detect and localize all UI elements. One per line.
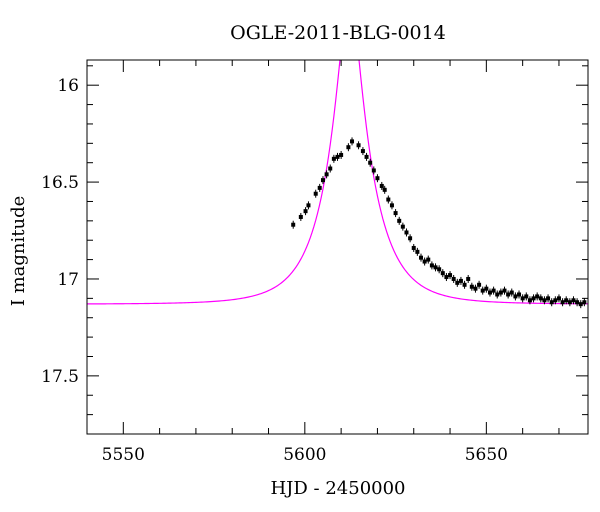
data-point (433, 265, 438, 270)
data-point (364, 154, 369, 159)
data-point (556, 296, 561, 301)
data-point (339, 152, 344, 157)
data-point (462, 282, 467, 287)
data-point (328, 166, 333, 171)
data-point (535, 294, 540, 299)
data-point (564, 298, 569, 303)
x-tick-label: 5650 (465, 445, 508, 465)
data-point (466, 276, 471, 281)
data-point (477, 282, 482, 287)
data-point (448, 273, 453, 278)
data-point (324, 172, 329, 177)
data-point (495, 292, 500, 297)
data-point (578, 302, 583, 307)
data-point (331, 156, 336, 161)
data-point (491, 288, 496, 293)
data-point (298, 214, 303, 219)
data-point (513, 294, 518, 299)
data-point (400, 224, 405, 229)
model-curve (87, 60, 588, 305)
data-point (484, 286, 489, 291)
data-point (455, 280, 460, 285)
data-point (440, 271, 445, 276)
data-point (437, 267, 442, 272)
data-point (360, 149, 365, 154)
chart-title: OGLE-2011-BLG-0014 (230, 22, 446, 44)
data-point (498, 290, 503, 295)
data-point (422, 259, 427, 264)
data-point (549, 300, 554, 305)
data-point (368, 160, 373, 165)
data-point (451, 276, 456, 281)
data-point (389, 203, 394, 208)
data-point (517, 292, 522, 297)
y-tick-label: 17.5 (41, 367, 79, 387)
data-point (571, 298, 576, 303)
data-point (303, 209, 308, 214)
data-point (306, 203, 311, 208)
data-point (575, 300, 580, 305)
data-point (520, 296, 525, 301)
data-point (567, 300, 572, 305)
y-tick-label: 16 (57, 76, 79, 96)
data-point (379, 183, 384, 188)
data-point (469, 284, 474, 289)
data-point (444, 275, 449, 280)
data-point (356, 143, 361, 148)
data-point (419, 255, 423, 260)
data-point (524, 294, 529, 299)
data-point (487, 290, 492, 295)
data-point (386, 197, 391, 202)
data-point (582, 300, 587, 305)
data-point (382, 187, 387, 192)
data-point (542, 298, 547, 303)
data-point (397, 218, 402, 223)
plot-frame (86, 59, 589, 435)
data-point (538, 296, 543, 301)
data-point (458, 278, 463, 283)
y-tick-label: 17 (57, 270, 79, 290)
data-point (375, 176, 380, 181)
data-point (320, 178, 325, 183)
data-point (408, 236, 413, 241)
data-point (531, 296, 536, 301)
data-point (429, 263, 434, 268)
data-point (313, 191, 318, 196)
data-point (371, 168, 376, 173)
data-point (553, 298, 558, 303)
data-point (502, 288, 507, 293)
x-tick-label: 5550 (102, 445, 145, 465)
data-point (473, 286, 478, 291)
data-point (393, 211, 398, 216)
data-point (404, 230, 409, 235)
y-tick-label: 16.5 (41, 173, 79, 193)
data-point (546, 296, 551, 301)
x-tick-label: 5600 (283, 445, 326, 465)
data-point (480, 288, 485, 293)
data-point (335, 154, 340, 159)
data-point (350, 139, 355, 144)
data-point (509, 290, 514, 295)
y-axis-label: I magnitude (8, 196, 29, 307)
plot-area: 5550 5600 5650 16 16.5 17 17.5 (41, 59, 589, 465)
data-point (506, 292, 511, 297)
data-point (411, 245, 416, 250)
data-point (346, 145, 351, 150)
data-point (527, 298, 532, 303)
data-point (560, 300, 565, 305)
data-point (415, 249, 420, 254)
data-point (426, 257, 431, 262)
x-axis-label: HJD - 2450000 (270, 478, 405, 499)
data-point (291, 222, 296, 227)
data-point (317, 185, 322, 190)
